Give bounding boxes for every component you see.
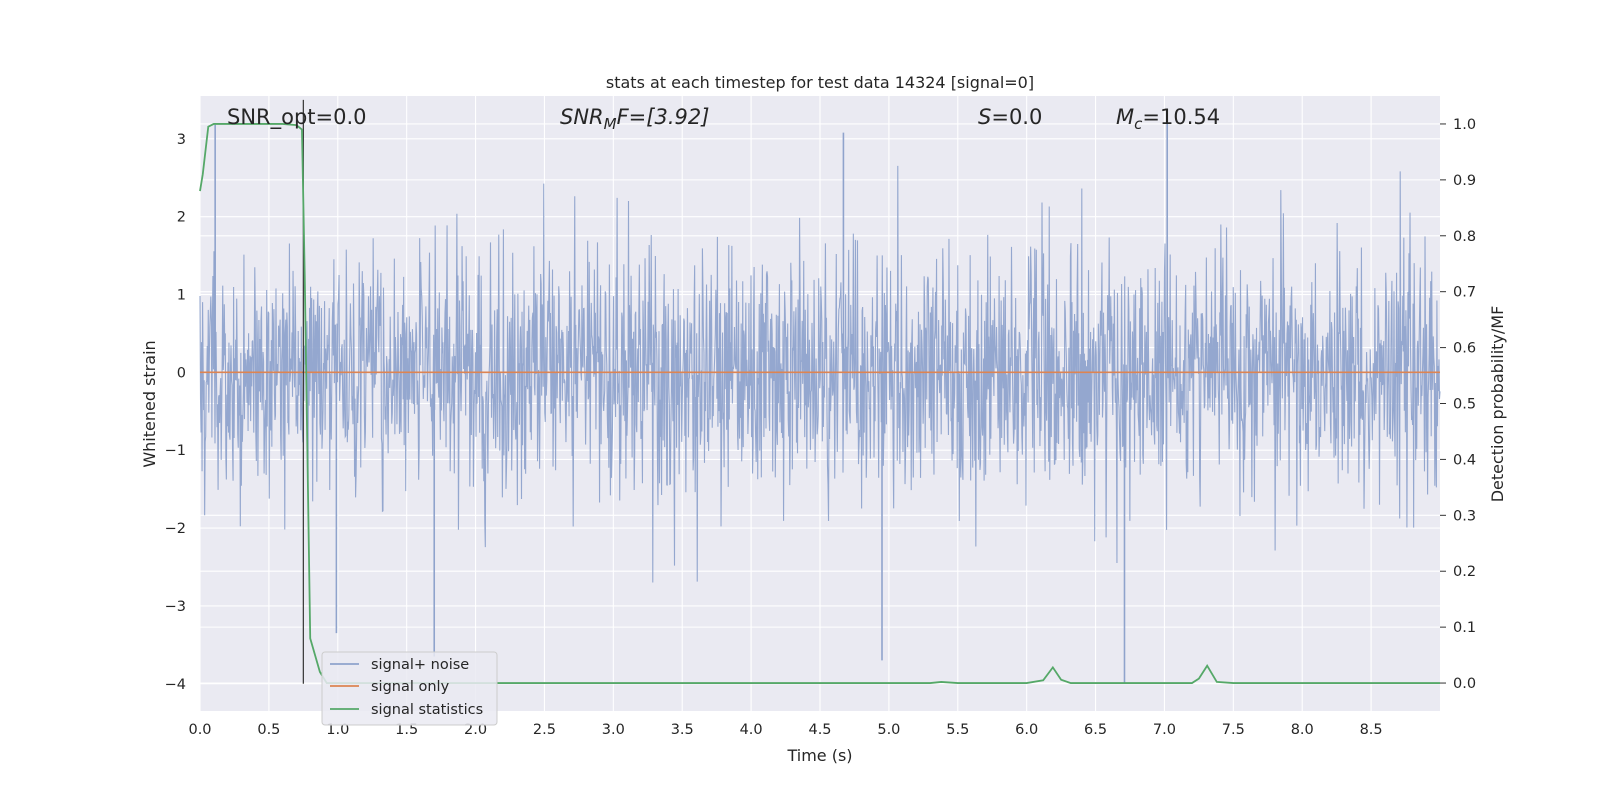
annotation-s: S=0.0 xyxy=(978,105,1042,129)
x-tick-labels: 0.0 0.5 1.0 1.5 2.0 2.5 3.0 3.5 4.0 4.5 5.0 5.5 6.0 6… xyxy=(188,722,1382,738)
y-right-tick-labels: 1.0 0.9 0.8 0.7 0.6 0.5 0.4 0.3 0.2 0.1 0.0 xyxy=(1440,117,1476,692)
annotation-snr-mf-main: SNR xyxy=(560,105,604,129)
x-tick-label: 2.5 xyxy=(533,722,556,738)
x-tick-label: 3.0 xyxy=(602,722,625,738)
y-left-tick-label: −3 xyxy=(165,599,186,615)
x-tick-label: 8.0 xyxy=(1291,722,1314,738)
annotation-mc-rest: =10.54 xyxy=(1142,105,1220,129)
annotation-snr-mf-sub: M xyxy=(604,115,617,133)
x-tick-label: 8.5 xyxy=(1360,722,1383,738)
annotation-snr-mf: SNRMF=[3.92] xyxy=(560,105,709,133)
y-right-tick-label: 0.4 xyxy=(1453,452,1476,468)
y-right-tick-label: 0.1 xyxy=(1453,620,1476,636)
y-right-tick-label: 1.0 xyxy=(1453,117,1476,133)
annotation-mc-main: M xyxy=(1116,105,1134,129)
annotation-mc: Mc=10.54 xyxy=(1116,105,1220,133)
signal-statistics-line xyxy=(199,123,1440,684)
annotation-s-main: S xyxy=(978,105,991,129)
y-left-tick-label: −4 xyxy=(165,677,186,693)
annotation-s-rest: =0.0 xyxy=(991,105,1042,129)
y-left-tick-label: 2 xyxy=(177,210,186,226)
legend: signal+ noise signal only signal statist… xyxy=(321,651,498,726)
legend-label-signal-only: signal only xyxy=(371,679,450,695)
x-tick-label: 1.0 xyxy=(326,722,349,738)
x-tick-label: 5.5 xyxy=(946,722,969,738)
x-axis-label: Time (s) xyxy=(786,746,852,765)
x-tick-label: 1.5 xyxy=(395,722,418,738)
y-right-tick-label: 0.2 xyxy=(1453,564,1476,580)
signal-plus-noise-series xyxy=(199,121,1441,684)
x-tick-label: 4.0 xyxy=(740,722,763,738)
x-tick-label: 6.0 xyxy=(1015,722,1038,738)
x-tick-label: 4.5 xyxy=(808,722,831,738)
x-tick-label: 3.5 xyxy=(671,722,694,738)
y-right-tick-label: 0.0 xyxy=(1453,676,1476,692)
annotation-mc-sub: c xyxy=(1134,115,1143,133)
chart-title: stats at each timestep for test data 143… xyxy=(606,73,1034,92)
y-right-tick-label: 0.9 xyxy=(1453,173,1476,189)
y-right-tick-label: 0.6 xyxy=(1453,341,1476,357)
signal-plus-noise-trace xyxy=(199,165,1441,583)
y-left-tick-label: 0 xyxy=(177,365,186,381)
y-left-tick-label: 1 xyxy=(177,288,186,304)
legend-label-signal-statistics: signal statistics xyxy=(371,702,483,718)
x-tick-label: 7.0 xyxy=(1153,722,1176,738)
legend-label-signal-noise: signal+ noise xyxy=(371,657,469,673)
y-left-tick-label: −2 xyxy=(165,521,186,537)
y-left-tick-label: 3 xyxy=(177,132,186,148)
y-axis-label-right: Detection probability/MF xyxy=(1488,306,1507,503)
y-right-tick-label: 0.7 xyxy=(1453,285,1476,301)
y-right-tick-label: 0.3 xyxy=(1453,508,1476,524)
x-tick-label: 6.5 xyxy=(1084,722,1107,738)
y-right-tick-label: 0.5 xyxy=(1453,397,1476,413)
y-left-tick-labels: 3 2 1 0 −1 −2 −3 −4 xyxy=(165,132,186,693)
y-left-tick-label: −1 xyxy=(165,443,186,459)
x-tick-label: 0.0 xyxy=(188,722,211,738)
x-tick-label: 0.5 xyxy=(257,722,280,738)
x-tick-label: 5.0 xyxy=(877,722,900,738)
y-right-tick-label: 0.8 xyxy=(1453,229,1476,245)
x-tick-label: 2.0 xyxy=(464,722,487,738)
x-tick-label: 7.5 xyxy=(1222,722,1245,738)
annotation-snr-opt: SNR_opt=0.0 xyxy=(227,105,367,130)
y-axis-label-left: Whitened strain xyxy=(140,340,159,467)
legend-box xyxy=(321,651,498,726)
annotation-snr-mf-rest: F=[3.92] xyxy=(617,105,710,129)
